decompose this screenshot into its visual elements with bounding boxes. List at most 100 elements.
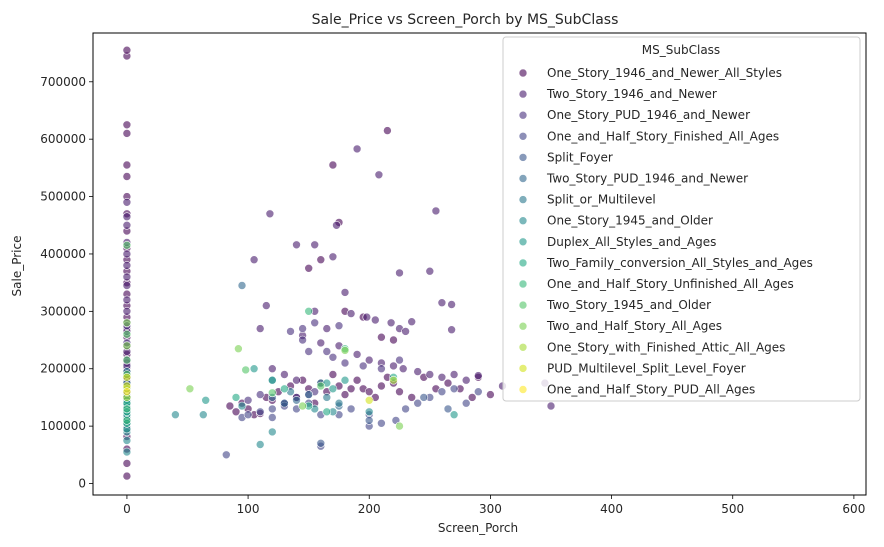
legend-marker: [518, 132, 528, 141]
data-point: [122, 341, 132, 351]
data-point: [122, 416, 132, 425]
data-point: [340, 346, 350, 355]
data-point: [316, 381, 326, 391]
data-point: [328, 160, 338, 170]
data-point: [386, 318, 396, 328]
data-point: [362, 312, 372, 322]
data-point: [437, 372, 447, 382]
data-point: [249, 255, 259, 265]
data-point: [292, 240, 301, 250]
legend-marker: [518, 110, 528, 120]
data-point: [340, 390, 350, 399]
data-point: [328, 252, 338, 262]
data-point: [332, 221, 341, 230]
legend-label: One_Story_1946_and_Newer_All_Styles: [547, 66, 782, 80]
data-point: [401, 327, 410, 336]
data-point: [286, 327, 295, 336]
data-point: [316, 338, 326, 348]
data-point: [304, 306, 314, 316]
data-point: [377, 381, 386, 391]
data-point: [447, 300, 456, 309]
data-point: [364, 416, 374, 425]
legend-marker: [518, 195, 528, 204]
data-point: [395, 355, 404, 365]
data-point: [340, 288, 350, 297]
data-point: [377, 418, 386, 428]
legend-marker: [518, 300, 528, 310]
data-point: [346, 384, 356, 394]
legend-title: MS_SubClass: [642, 43, 720, 57]
legend-marker: [518, 279, 528, 289]
y-tick-label: 0: [78, 477, 86, 491]
data-point: [364, 395, 374, 405]
y-axis-label: Sale_Price: [10, 236, 24, 297]
data-point: [122, 372, 132, 382]
y-tick-label: 200000: [40, 362, 86, 376]
chart-title: Sale_Price vs Screen_Porch by MS_SubClas…: [312, 12, 619, 28]
legend-label: One_Story_PUD_1946_and_Newer: [547, 108, 750, 122]
data-point: [437, 387, 447, 397]
x-tick-label: 600: [842, 502, 865, 516]
data-point: [358, 361, 368, 371]
data-point: [346, 404, 356, 414]
x-axis: 0 100 200 300 400 500 600: [123, 495, 865, 516]
legend-label: One_Story_with_Finished_Attic_All_Ages: [547, 340, 785, 354]
y-tick-label: 100000: [40, 419, 86, 433]
legend-label: Duplex_All_Styles_and_Ages: [547, 235, 716, 249]
legend-marker: [518, 153, 528, 162]
data-point: [352, 350, 362, 359]
data-point: [322, 393, 332, 402]
x-tick-label: 300: [479, 502, 502, 516]
data-point: [122, 329, 132, 339]
plot-points: [122, 45, 556, 481]
legend-label: Two_Story_1945_and_Older: [546, 298, 711, 312]
y-tick-label: 400000: [40, 247, 86, 261]
data-point: [122, 120, 132, 130]
data-point: [234, 344, 243, 354]
y-tick-label: 700000: [40, 75, 86, 89]
data-point: [122, 129, 132, 138]
legend-marker: [518, 385, 528, 394]
data-point: [298, 324, 307, 333]
legend: MS_SubClass One_Story_1946_and_Newer_All…: [502, 36, 861, 402]
legend-label: One_Story_1945_and_Older: [547, 214, 713, 228]
data-point: [122, 172, 132, 181]
data-point: [443, 378, 453, 388]
data-point: [292, 375, 301, 385]
data-point: [377, 364, 386, 374]
legend-label: Two_Story_PUD_1946_and_Newer: [546, 172, 748, 186]
data-point: [467, 393, 477, 402]
data-point: [328, 370, 338, 379]
data-point: [449, 410, 459, 420]
data-point: [122, 295, 132, 305]
legend-label: Split_Foyer: [547, 150, 613, 164]
data-point: [340, 375, 350, 385]
legend-label: PUD_Multilevel_Split_Level_Foyer: [547, 361, 746, 375]
data-point: [122, 306, 132, 316]
data-point: [334, 398, 344, 408]
data-point: [267, 404, 277, 414]
data-point: [267, 427, 277, 437]
data-point: [122, 160, 132, 170]
data-point: [298, 401, 307, 411]
data-point: [122, 387, 132, 397]
data-point: [171, 410, 180, 420]
data-point: [473, 387, 483, 397]
x-tick-label: 0: [123, 502, 131, 516]
legend-label: Two_Story_1946_and_Newer: [546, 87, 717, 101]
data-point: [122, 221, 132, 230]
data-point: [122, 212, 132, 221]
y-tick-label: 300000: [40, 304, 86, 318]
data-point: [267, 375, 277, 385]
data-point: [241, 365, 250, 375]
data-point: [461, 398, 471, 408]
data-point: [304, 390, 314, 399]
data-point: [383, 126, 392, 135]
data-point: [425, 370, 435, 379]
data-point: [237, 401, 247, 411]
data-point: [407, 393, 417, 402]
legend-entries: One_Story_1946_and_Newer_All_Styles Two_S…: [518, 66, 813, 397]
data-point: [255, 390, 265, 399]
legend-box: [502, 36, 861, 402]
legend-marker: [518, 89, 528, 99]
